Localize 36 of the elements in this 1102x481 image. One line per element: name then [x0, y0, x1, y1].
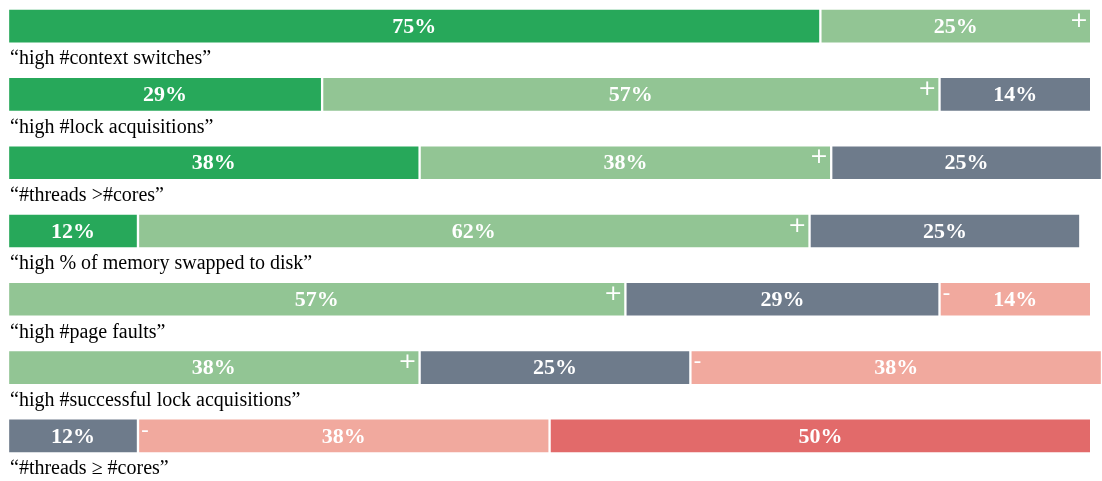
data-label: 25%: [533, 354, 577, 380]
y-tick-label: “high #page faults”: [10, 319, 166, 343]
y-tick-label: “#threads >#cores”: [10, 182, 164, 205]
data-label: 12%: [50, 422, 95, 448]
data-label: 62%: [451, 217, 496, 243]
annotation: -: [693, 348, 702, 374]
annotation: +: [1069, 6, 1089, 32]
annotation: -: [140, 416, 149, 442]
data-label: 38%: [603, 149, 648, 175]
data-label: 57%: [608, 81, 653, 107]
y-tick-label: “high % of memory swapped to disk”: [10, 251, 313, 275]
data-label: 25%: [922, 217, 967, 243]
data-label: 38%: [321, 422, 366, 448]
annotation: +: [788, 211, 807, 237]
annotation: +: [398, 348, 417, 374]
data-label: 29%: [143, 81, 188, 107]
data-label: 38%: [191, 149, 236, 175]
data-label: 14%: [993, 81, 1038, 107]
annotation: +: [603, 280, 623, 305]
data-label: 12%: [50, 217, 95, 243]
y-tick-label: “#threads ≥ #cores”: [10, 456, 169, 479]
y-tick-label: “high #context switches”: [10, 46, 212, 70]
y-tick-label: “high #successful lock acquisitions”: [10, 387, 301, 411]
data-label: 50%: [798, 422, 843, 448]
data-label: 57%: [294, 285, 339, 311]
annotation: +: [918, 75, 937, 101]
annotation: +: [809, 143, 829, 169]
data-label: 38%: [874, 354, 919, 380]
data-label: 14%: [993, 285, 1038, 311]
data-label: 25%: [933, 12, 978, 38]
data-label: 38%: [191, 354, 236, 380]
data-label: 75%: [392, 12, 437, 38]
data-label: 25%: [944, 149, 989, 175]
annotation: -: [942, 280, 951, 305]
y-tick-label: “high #lock acquisitions”: [10, 114, 214, 138]
data-label: 29%: [760, 285, 805, 311]
